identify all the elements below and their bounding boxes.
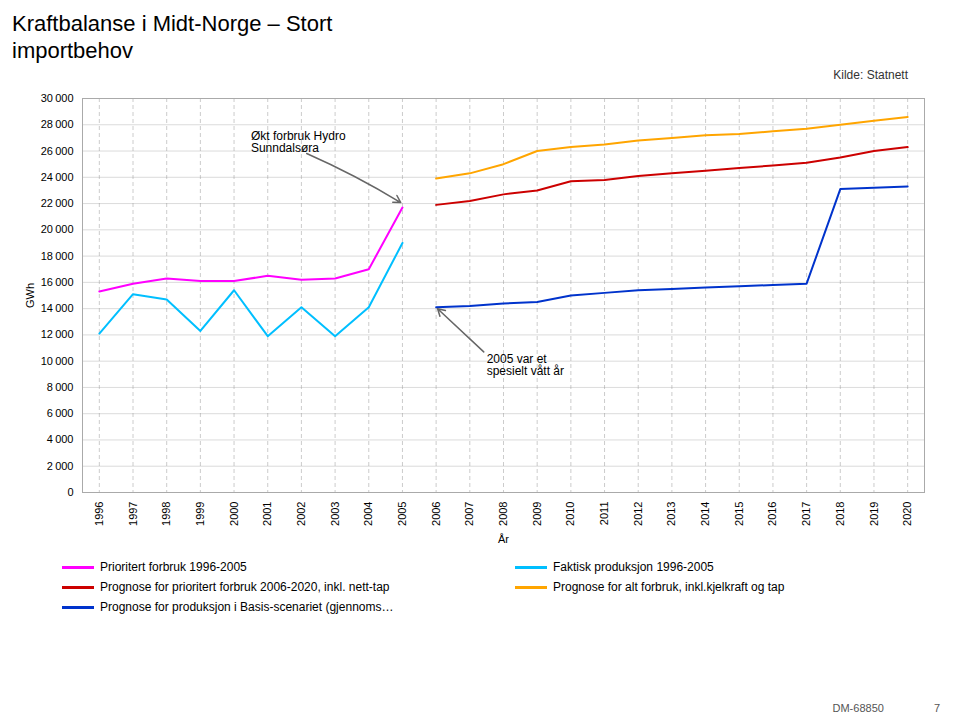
html-text:Kilde: Statnett: Kilde: Statnett [833,68,908,82]
svg-text:4 000: 4 000 [47,433,74,445]
svg-text:2018: 2018 [834,502,846,526]
svg-text:2006: 2006 [430,502,442,526]
svg-text:2015: 2015 [733,502,745,526]
svg-text:12 000: 12 000 [41,328,74,340]
svg-text:28 000: 28 000 [41,118,74,130]
svg-text:2002: 2002 [295,502,307,526]
svg-text:1999: 1999 [194,502,206,526]
svg-text:2007: 2007 [463,502,475,526]
svg-text:2013: 2013 [665,502,677,526]
svg-text:30 000: 30 000 [41,92,74,104]
svg-text:2004: 2004 [362,502,374,526]
svg-text:2005 var etspesielt vått år: 2005 var etspesielt vått år [487,352,564,378]
html-text:DM-68850: DM-68850 [832,702,884,714]
svg-text:22 000: 22 000 [41,197,74,209]
svg-text:År: År [498,533,509,545]
svg-text:2012: 2012 [632,502,644,526]
svg-text:24 000: 24 000 [41,171,74,183]
svg-text:2005: 2005 [396,502,408,526]
svg-text:10 000: 10 000 [41,355,74,367]
svg-text:2011: 2011 [598,502,610,526]
svg-text:Økt forbruk HydroSunndalsøra: Økt forbruk HydroSunndalsøra [251,129,346,155]
svg-text:8 000: 8 000 [47,381,74,393]
html-text:7: 7 [933,702,940,714]
svg-text:2019: 2019 [868,502,880,526]
html-text:Prognose for produksjon i Basi: Prognose for produksjon i Basis-scenarie… [100,600,394,614]
html-text:Kraftbalanse i Midt-Norge – St: Kraftbalanse i Midt-Norge – Stort [12,11,333,36]
svg-text:6 000: 6 000 [47,407,74,419]
svg-text:20 000: 20 000 [41,223,74,235]
svg-text:2003: 2003 [329,502,341,526]
svg-text:1996: 1996 [93,502,105,526]
svg-text:2009: 2009 [531,502,543,526]
html-text:Prognose for prioritert forbru: Prognose for prioritert forbruk 2006-202… [100,580,390,594]
svg-text:14 000: 14 000 [41,302,74,314]
html-text:Prognose for alt forbruk, inkl: Prognose for alt forbruk, inkl.kjelkraft… [553,580,785,594]
svg-text:2 000: 2 000 [47,460,74,472]
svg-text:26 000: 26 000 [41,145,74,157]
svg-text:2017: 2017 [800,502,812,526]
svg-text:18 000: 18 000 [41,250,74,262]
svg-text:2001: 2001 [261,502,273,526]
svg-text:2010: 2010 [564,502,576,526]
svg-text:2014: 2014 [699,502,711,526]
html-text:Faktisk produksjon 1996-2005: Faktisk produksjon 1996-2005 [553,560,714,574]
svg-text:2000: 2000 [228,502,240,526]
svg-text:GWh: GWh [24,283,36,308]
svg-text:2016: 2016 [766,502,778,526]
svg-text:2008: 2008 [497,502,509,526]
svg-text:0: 0 [67,486,73,498]
svg-text:16 000: 16 000 [41,276,74,288]
svg-text:1997: 1997 [127,502,139,526]
html-text:importbehov: importbehov [12,38,134,63]
html-text:Prioritert forbruk 1996-2005: Prioritert forbruk 1996-2005 [100,560,247,574]
svg-text:1998: 1998 [160,502,172,526]
svg-text:2020: 2020 [901,502,913,526]
